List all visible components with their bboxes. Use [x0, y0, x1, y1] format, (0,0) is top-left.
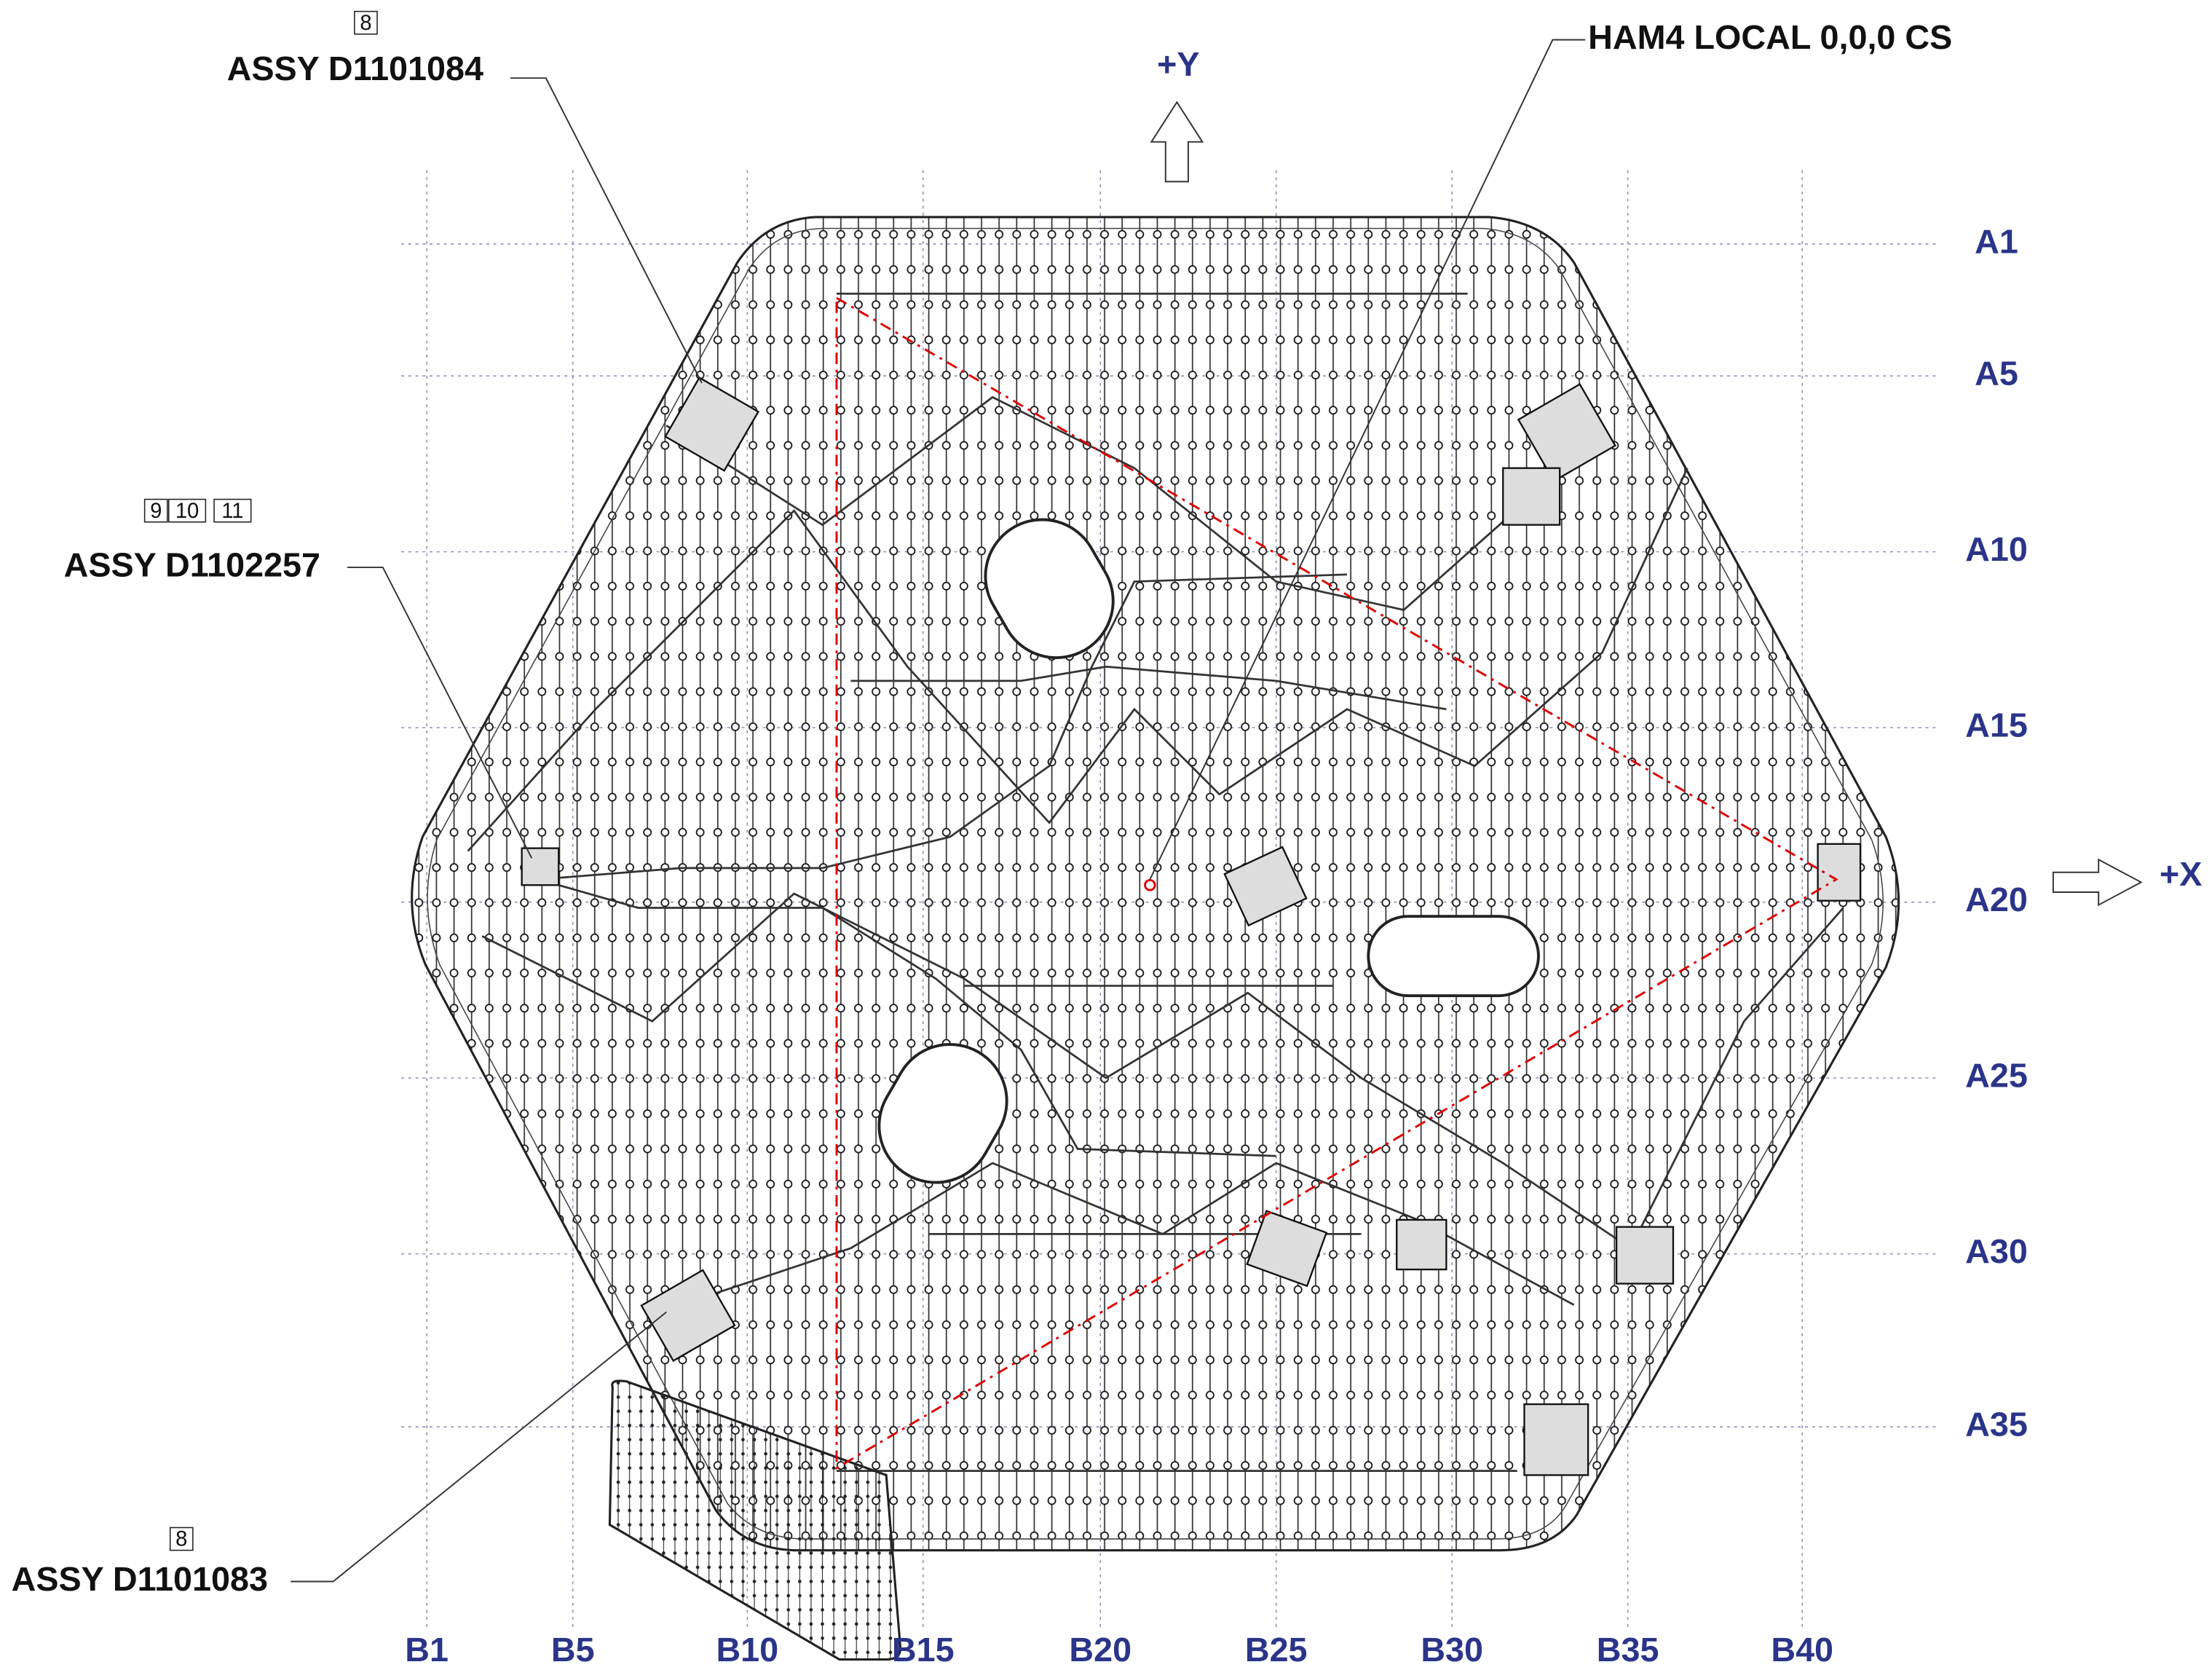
item-number: 8 — [360, 12, 371, 35]
item-box — [143, 498, 168, 523]
web-line — [481, 892, 1844, 1250]
row-label: A30 — [1965, 1232, 2028, 1270]
column-label: B5 — [551, 1631, 595, 1669]
y-arrow — [1150, 101, 1204, 183]
bracket — [640, 1269, 736, 1363]
item-number: 8 — [175, 1528, 187, 1551]
row-label: A15 — [1965, 706, 2028, 744]
web-line — [850, 666, 1447, 711]
slot — [877, 1043, 1008, 1184]
item-numbers: 8 9 10 11 8 — [143, 10, 378, 1551]
bracket — [664, 376, 760, 472]
item-number: 11 — [221, 500, 243, 523]
cable — [538, 878, 1276, 1157]
bracket — [1523, 1403, 1589, 1476]
item-box — [169, 1527, 194, 1551]
assy-label: ASSY D1101083 — [12, 1560, 268, 1598]
web-line — [467, 468, 1688, 852]
row-label: A10 — [1965, 530, 2028, 568]
bracket — [1246, 1210, 1328, 1288]
x-arrow — [2052, 858, 2143, 907]
bracket — [1223, 846, 1308, 927]
bracket — [1502, 467, 1561, 526]
bracket — [1817, 843, 1862, 902]
slot — [984, 518, 1115, 659]
bracket — [1517, 382, 1617, 483]
item-number: 10 — [175, 500, 199, 523]
item-box — [354, 10, 378, 35]
item-box — [167, 498, 207, 523]
row-label: A20 — [1965, 881, 2028, 918]
column-label: B35 — [1597, 1631, 1659, 1669]
plate-inner-edge — [427, 227, 1884, 1540]
leader-line — [1149, 39, 1586, 880]
origin-label: HAM4 LOCAL 0,0,0 CS — [1588, 18, 1952, 56]
bracket — [1396, 1218, 1447, 1271]
leader-line — [291, 1311, 667, 1583]
web-line — [665, 395, 1533, 611]
cable — [538, 573, 1348, 881]
red-triangle — [835, 296, 1838, 1470]
x-axis-label: +X — [2160, 855, 2202, 893]
extension-plate — [608, 1379, 902, 1661]
y-axis-label: +Y — [1157, 45, 1199, 83]
bracket — [521, 847, 560, 886]
column-label: B15 — [892, 1631, 955, 1669]
leader-line — [510, 77, 703, 384]
leader-line — [347, 567, 533, 859]
bracket — [1615, 1226, 1675, 1285]
assy-label: ASSY D1101084 — [227, 50, 483, 87]
column-label: B40 — [1771, 1631, 1833, 1669]
ref-line — [835, 296, 1838, 1470]
item-number: 9 — [150, 500, 162, 523]
column-label: B10 — [716, 1631, 778, 1669]
leaders — [291, 39, 1586, 1583]
column-label: B20 — [1069, 1631, 1131, 1669]
column-label: B1 — [405, 1631, 449, 1669]
item-box — [213, 498, 252, 523]
row-label: A5 — [1975, 355, 2018, 393]
brackets — [521, 376, 1862, 1476]
origin-marker — [1144, 879, 1156, 891]
slots — [877, 518, 1540, 1184]
assy-label: ASSY D1102257 — [64, 545, 320, 583]
row-label: A25 — [1965, 1056, 2028, 1094]
column-label: B30 — [1421, 1631, 1483, 1669]
slot — [1367, 915, 1540, 998]
column-label: B25 — [1245, 1631, 1308, 1669]
row-label: A1 — [1975, 222, 2018, 260]
row-label: A35 — [1965, 1406, 2028, 1443]
